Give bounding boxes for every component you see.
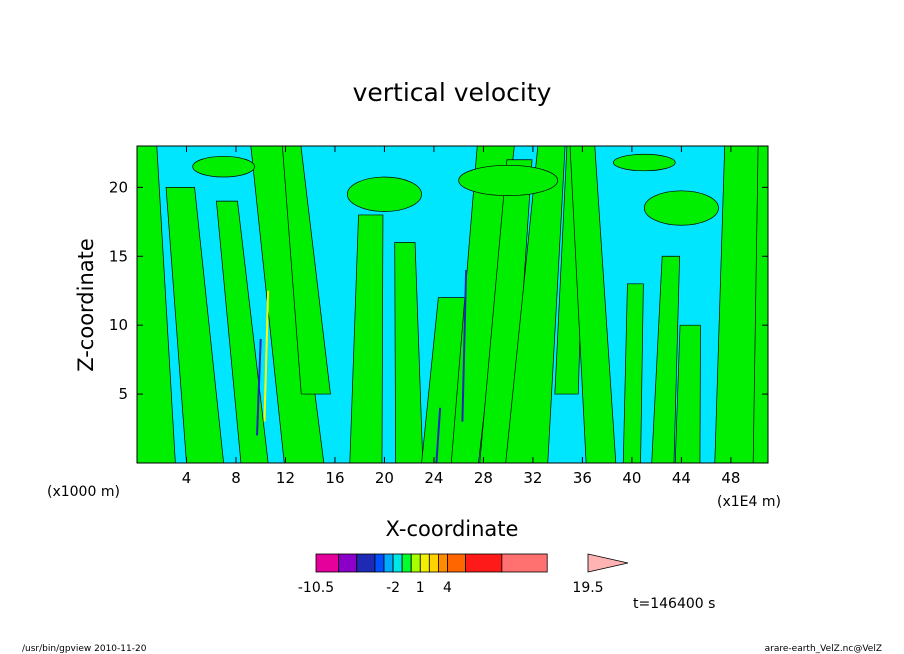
y-tick-label-3: 20 [109, 178, 128, 196]
colorbar-segment-3 [374, 553, 385, 573]
x-tick-label-5: 24 [424, 469, 443, 487]
x-tick-label-2: 12 [276, 469, 295, 487]
colorbar-label-3: 4 [443, 580, 452, 596]
x-tick-label-6: 28 [474, 469, 493, 487]
colorbar-segment-2 [356, 553, 376, 573]
x-unit-right: (x1E4 m) [717, 494, 781, 510]
convective-core-2 [435, 407, 442, 463]
footer-left: /usr/bin/gpview 2010-11-20 [22, 644, 147, 654]
plot-frame [136, 145, 769, 464]
colorbar-segment-10 [437, 553, 448, 573]
updraft-blob-1 [458, 164, 559, 196]
velocity-contours [137, 146, 768, 463]
colorbar-extend-arrow [587, 553, 629, 573]
x-tick-label-8: 36 [573, 469, 592, 487]
x-tick-label-0: 4 [182, 469, 192, 487]
colorbar: -10.5 -2 1 4 19.5 [298, 553, 629, 596]
colorbar-segment-7 [410, 553, 421, 573]
colorbar-label-4: 19.5 [572, 580, 603, 596]
colorbar-segment-13 [501, 553, 548, 573]
updraft-band-16 [714, 146, 763, 463]
x-unit-left: (x1000 m) [47, 484, 120, 500]
colorbar-segment-4 [383, 553, 394, 573]
updraft-band-5 [349, 214, 384, 463]
colorbar-segment-6 [401, 553, 412, 573]
updraft-band-17 [752, 146, 768, 463]
colorbar-segment-9 [428, 553, 439, 573]
x-tick-label-3: 16 [325, 469, 344, 487]
x-tick-label-11: 48 [721, 469, 740, 487]
updraft-band-6 [394, 242, 424, 463]
chart-title: vertical velocity [353, 78, 552, 107]
colorbar-segment-8 [419, 553, 430, 573]
colorbar-label-0: -10.5 [298, 580, 334, 596]
updraft-band-12 [569, 146, 617, 463]
x-tick-label-9: 40 [622, 469, 641, 487]
updraft-band-10 [505, 146, 566, 463]
x-axis-ticks: 4 8 12 16 20 24 28 32 36 40 44 48 [182, 146, 740, 487]
colorbar-label-2: 1 [416, 580, 425, 596]
colorbar-label-1: -2 [386, 580, 400, 596]
x-tick-label-4: 20 [375, 469, 394, 487]
colorbar-segment-0 [315, 553, 340, 573]
updraft-band-14 [651, 255, 680, 463]
colorbar-segment-1 [338, 553, 358, 573]
colorbar-segment-12 [465, 553, 503, 573]
colorbar-segment-5 [392, 553, 403, 573]
updraft-blob-3 [192, 155, 255, 178]
updraft-band-2 [216, 200, 269, 463]
convective-core-3 [461, 270, 468, 422]
colorbar-segment-11 [447, 553, 467, 573]
y-tick-label-0: 5 [118, 385, 128, 403]
updraft-band-1 [165, 186, 224, 463]
updraft-band-4 [282, 146, 331, 395]
updraft-blob-4 [612, 153, 676, 172]
x-tick-label-1: 8 [231, 469, 241, 487]
y-axis-label: Z-coordinate [74, 238, 98, 372]
time-label: t=146400 s [633, 596, 715, 612]
convective-core-1 [256, 338, 262, 436]
updraft-band-0 [137, 146, 176, 463]
updraft-band-9 [479, 159, 533, 463]
footer-right: arare-earth_VelZ.nc@VelZ [765, 644, 882, 654]
updraft-band-15 [674, 324, 701, 463]
y-tick-label-2: 15 [109, 247, 128, 265]
x-axis-label: X-coordinate [386, 517, 519, 541]
x-tick-label-10: 44 [672, 469, 691, 487]
x-tick-label-7: 32 [523, 469, 542, 487]
updraft-blob-2 [643, 190, 719, 226]
y-axis-ticks: 5 10 15 20 [109, 178, 768, 403]
updraft-band-13 [622, 283, 644, 463]
updraft-band-8 [450, 146, 515, 463]
y-tick-label-1: 10 [109, 316, 128, 334]
updraft-blob-0 [346, 176, 422, 212]
convective-core-0 [263, 290, 270, 422]
